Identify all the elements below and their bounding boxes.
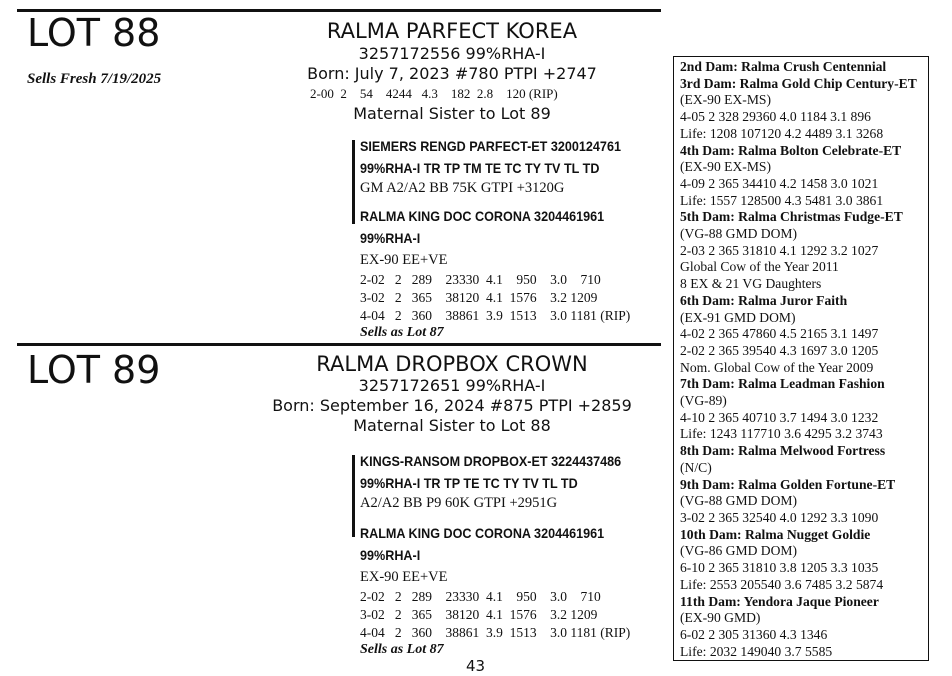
top-rule	[17, 9, 661, 12]
dam-heading: 7th Dam: Ralma Leadman Fashion	[680, 376, 885, 392]
dam-heading: 11th Dam: Yendora Jaque Pioneer	[680, 593, 879, 609]
dam-detail: (VG-89)	[680, 393, 727, 409]
lot-89-registration: 3257172651 99%RHA-I	[358, 376, 546, 395]
lot-88-relation: Maternal Sister to Lot 89	[353, 104, 551, 123]
dam-heading: 6th Dam: Ralma Juror Faith	[680, 292, 848, 308]
dam-detail: 4-02 2 365 47860 4.5 2165 3.1 1497	[680, 326, 879, 342]
pedigree-bracket	[352, 455, 355, 537]
dam-detail: 8 EX & 21 VG Daughters	[680, 276, 822, 292]
dam-detail: (N/C)	[680, 459, 712, 475]
lot-88-sire: SIEMERS RENGD PARFECT-ET 3200124761 99%R…	[360, 135, 650, 197]
sire-breeding: 99%RHA-I TR TP TE TC TY TV TL TD	[360, 475, 578, 491]
lot-88-name: RALMA PARFECT KOREA	[326, 19, 578, 43]
lot-88-dam: RALMA KING DOC CORONA 3204461961 99%RHA-…	[360, 205, 631, 341]
sire-name: KINGS-RANSOM DROPBOX-ET 3224437486	[360, 453, 622, 469]
dam-detail: 2-03 2 365 31810 4.1 1292 3.2 1027	[680, 242, 879, 258]
maternal-pedigree-box: 2nd Dam: Ralma Crush Centennial 3rd Dam: …	[673, 56, 929, 661]
dam-detail: Life: 1557 128500 4.3 5481 3.0 3861	[680, 192, 884, 208]
lot-88-born: Born: July 7, 2023 #780 PTPI +2747	[307, 64, 597, 83]
dam-detail: 4-09 2 365 34410 4.2 1458 3.0 1021	[680, 175, 879, 191]
dam-detail: (EX-90 EX-MS)	[680, 92, 771, 108]
dam-detail: (EX-90 GMD)	[680, 610, 761, 626]
dam-heading: 10th Dam: Ralma Nugget Goldie	[680, 526, 871, 542]
dam-heading: 2nd Dam: Ralma Crush Centennial	[680, 59, 887, 74]
dam-detail: 4-10 2 365 40710 3.7 1494 3.0 1232	[680, 409, 879, 425]
lot-88-registration: 3257172556 99%RHA-I	[358, 44, 546, 63]
dam-sale-note: Sells as Lot 87	[360, 642, 444, 657]
dam-detail: 6-02 2 305 31360 4.3 1346	[680, 626, 828, 642]
lot-89-born: Born: September 16, 2024 #875 PTPI +2859	[272, 396, 632, 415]
dam-detail: (EX-90 EX-MS)	[680, 159, 771, 175]
dam-heading: 8th Dam: Ralma Melwood Fortress	[680, 443, 886, 459]
dam-detail: (VG-88 GMD DOM)	[680, 493, 798, 509]
dam-detail: 4-05 2 328 29360 4.0 1184 3.1 896	[680, 109, 871, 125]
dam-record: 2-02 2 289 23330 4.1 950 3.0 710	[360, 272, 601, 287]
dam-sale-note: Sells as Lot 87	[360, 325, 444, 340]
dam-name: RALMA KING DOC CORONA 3204461961	[360, 208, 605, 224]
dam-detail: Life: 2032 149040 3.7 5585	[680, 643, 833, 659]
lot-divider	[17, 343, 661, 346]
dam-classification: EX-90 EE+VE	[360, 252, 448, 268]
dam-detail: Global Cow of the Year 2011	[680, 259, 839, 275]
dam-detail: 3-02 2 365 32540 4.0 1292 3.3 1090	[680, 509, 879, 525]
lot-89-name: RALMA DROPBOX CROWN	[316, 352, 588, 376]
dam-heading: 4th Dam: Ralma Bolton Celebrate-ET	[680, 142, 902, 158]
dam-detail: Life: 2553 205540 3.6 7485 3.2 5874	[680, 576, 884, 592]
dam-record: 4-04 2 360 38861 3.9 1513 3.0 1181 (RIP)	[360, 308, 631, 323]
dam-name: RALMA KING DOC CORONA 3204461961	[360, 525, 605, 541]
dam-detail: Life: 1208 107120 4.2 4489 3.1 3268	[680, 125, 884, 141]
dam-detail: (VG-88 GMD DOM)	[680, 226, 798, 242]
dam-breeding: 99%RHA-I	[360, 547, 421, 563]
dam-record: 3-02 2 365 38120 4.1 1576 3.2 1209	[360, 607, 598, 622]
dam-classification: EX-90 EE+VE	[360, 569, 448, 585]
dam-detail: 6-10 2 365 31810 3.8 1205 3.3 1035	[680, 560, 879, 576]
dam-heading: 9th Dam: Ralma Golden Fortune-ET	[680, 476, 896, 492]
dam-detail: Life: 1243 117710 3.6 4295 3.2 3743	[680, 426, 883, 442]
lot-89-label: LOT 89	[27, 348, 161, 392]
dam-detail: (VG-86 GMD DOM)	[680, 543, 798, 559]
sire-info: A2/A2 BB P9 60K GTPI +2951G	[360, 495, 558, 511]
dam-heading: 5th Dam: Ralma Christmas Fudge-ET	[680, 209, 903, 225]
lot-89-dam: RALMA KING DOC CORONA 3204461961 99%RHA-…	[360, 522, 631, 658]
sells-fresh-note: Sells Fresh 7/19/2025	[27, 71, 162, 87]
sire-info: GM A2/A2 BB 75K GTPI +3120G	[360, 180, 565, 196]
sire-name: SIEMERS RENGD PARFECT-ET 3200124761	[360, 138, 621, 154]
lot-89-relation: Maternal Sister to Lot 88	[353, 416, 551, 435]
lot-88-record: 2-00 2 54 4244 4.3 182 2.8 120 (RIP)	[310, 86, 558, 101]
page-number: 43	[466, 657, 486, 675]
dam-detail: Nom. Global Cow of the Year 2009	[680, 359, 874, 375]
sire-breeding: 99%RHA-I TR TP TM TE TC TY TV TL TD	[360, 160, 600, 176]
dam-heading: 3rd Dam: Ralma Gold Chip Century-ET	[680, 75, 917, 91]
dam-detail: 2-02 2 365 39540 4.3 1697 3.0 1205	[680, 342, 879, 358]
lot-89-sire: KINGS-RANSOM DROPBOX-ET 3224437486 99%RH…	[360, 450, 650, 512]
dam-record: 4-04 2 360 38861 3.9 1513 3.0 1181 (RIP)	[360, 625, 631, 640]
dam-record: 3-02 2 365 38120 4.1 1576 3.2 1209	[360, 290, 598, 305]
lot-88-label: LOT 88	[27, 11, 161, 55]
dam-detail: (EX-91 GMD DOM)	[680, 309, 796, 325]
dam-breeding: 99%RHA-I	[360, 230, 421, 246]
dam-record: 2-02 2 289 23330 4.1 950 3.0 710	[360, 589, 601, 604]
pedigree-bracket	[352, 140, 355, 224]
